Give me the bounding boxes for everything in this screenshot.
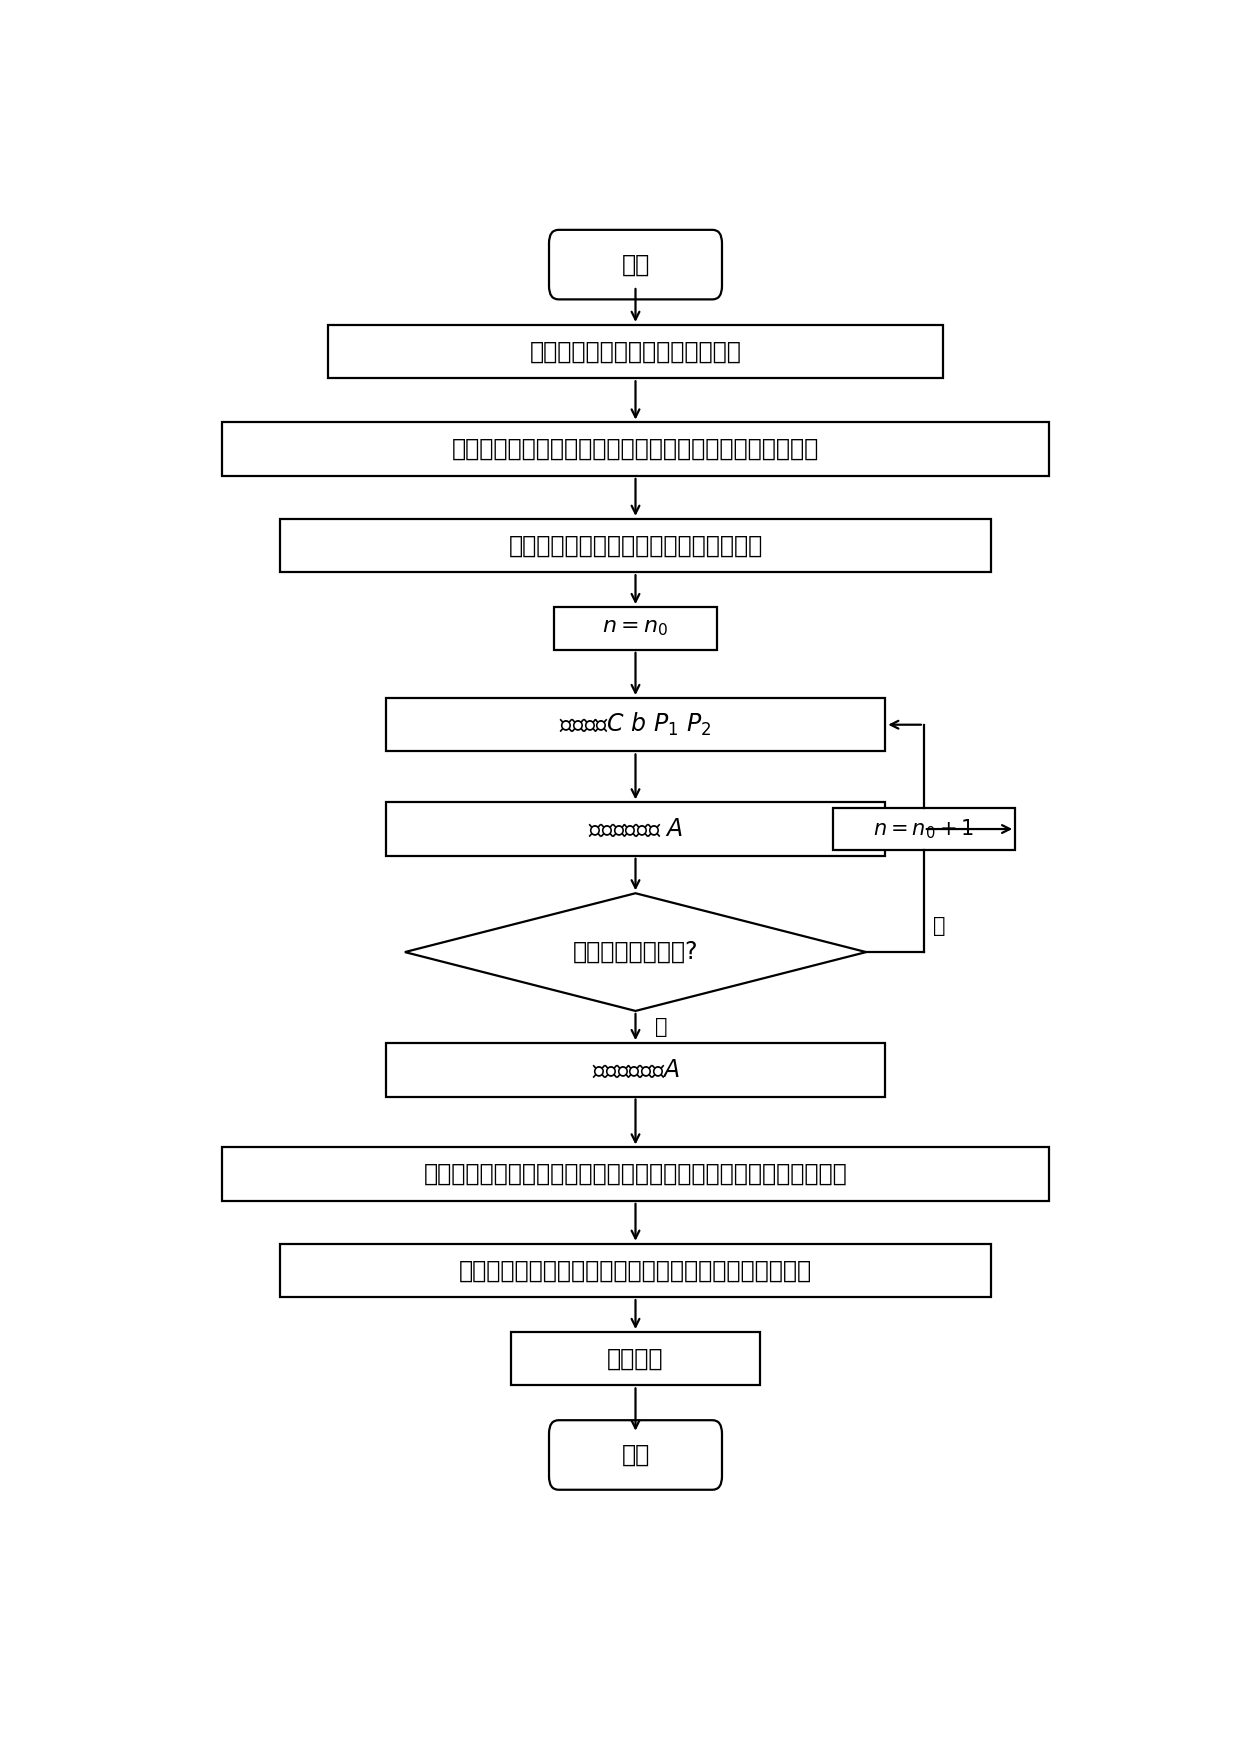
Text: 将脉冲幅値最优解与脉冲发生时间结合组成控制误差优化输入整形器: 将脉冲幅値最优解与脉冲发生时间结合组成控制误差优化输入整形器	[424, 1162, 847, 1186]
Text: 采用拉格朗日乘子法解出脉冲幅値表达式: 采用拉格朗日乘子法解出脉冲幅値表达式	[508, 533, 763, 558]
Text: 驱动系统: 驱动系统	[608, 1346, 663, 1370]
Text: 是: 是	[655, 1016, 667, 1037]
Text: 否: 否	[934, 915, 946, 936]
Bar	[386, 1042, 885, 1096]
Bar	[280, 519, 991, 571]
Text: 做卷积运算得到新的整形信号，对其做预测路径规划处理: 做卷积运算得到新的整形信号，对其做预测路径规划处理	[459, 1258, 812, 1282]
Bar	[222, 422, 1049, 476]
Text: $n = n_0$: $n = n_0$	[603, 618, 668, 639]
Text: 计算幅値向量 $A$: 计算幅値向量 $A$	[588, 816, 683, 841]
Bar	[386, 802, 885, 856]
Text: $n = n_0 + 1$: $n = n_0 + 1$	[873, 816, 975, 841]
Bar	[511, 1332, 760, 1386]
Text: 开始: 开始	[621, 252, 650, 276]
Bar	[832, 808, 1016, 851]
Text: 获取机器人系统固有频率和阻尼比: 获取机器人系统固有频率和阻尼比	[529, 339, 742, 363]
Bar	[327, 325, 944, 379]
Text: 建立关于输入整形器脉冲幅値参数的线性规划问题数学模型: 建立关于输入整形器脉冲幅値参数的线性规划问题数学模型	[451, 438, 820, 462]
Bar	[280, 1244, 991, 1298]
Bar	[222, 1148, 1049, 1200]
Text: 满足幅値约束条件?: 满足幅値约束条件?	[573, 940, 698, 964]
Bar	[386, 698, 885, 752]
Polygon shape	[404, 893, 866, 1011]
Bar	[554, 606, 717, 650]
Text: 计算矩阵$C$ $b$ $P_1$ $P_2$: 计算矩阵$C$ $b$ $P_1$ $P_2$	[559, 710, 712, 738]
FancyBboxPatch shape	[549, 1421, 722, 1490]
Text: 输出幅値向量$A$: 输出幅値向量$A$	[591, 1058, 680, 1082]
FancyBboxPatch shape	[549, 229, 722, 299]
Text: 结束: 结束	[621, 1443, 650, 1468]
